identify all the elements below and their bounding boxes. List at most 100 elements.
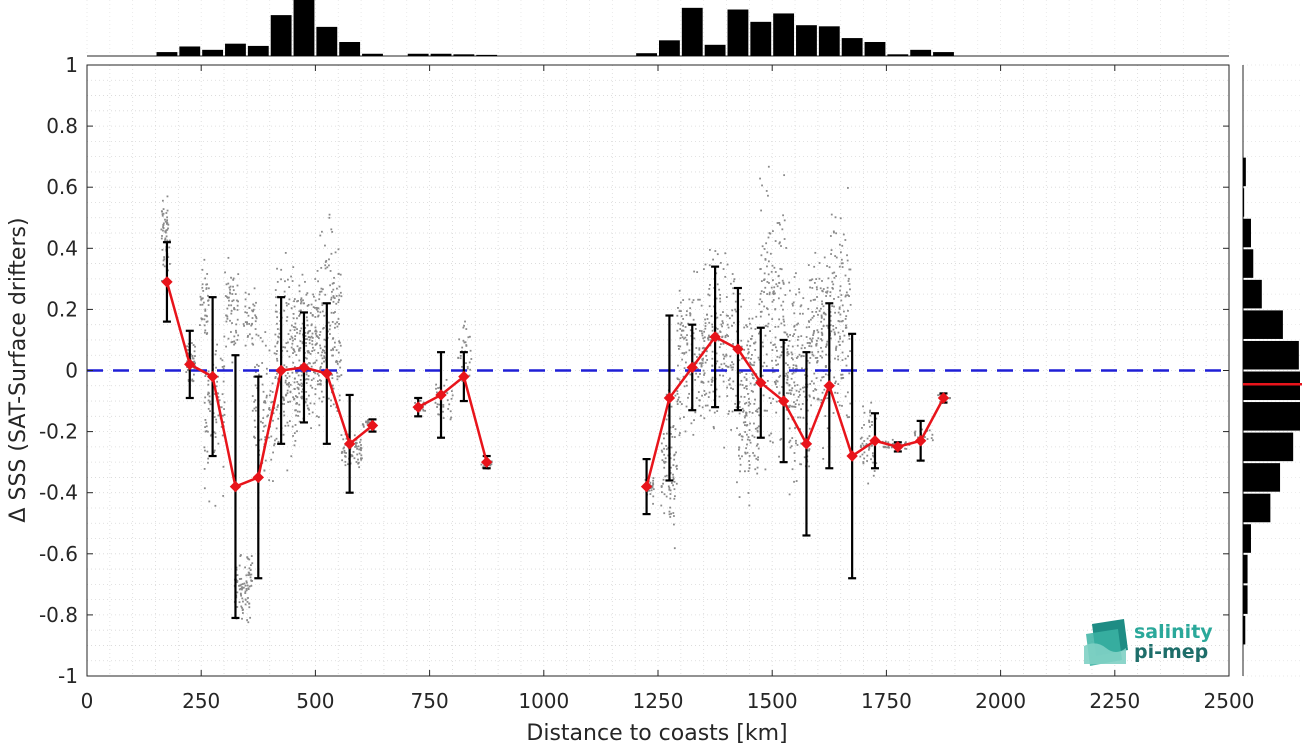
scatter-point — [688, 349, 691, 352]
scatter-point — [166, 228, 169, 231]
scatter-point — [804, 368, 807, 371]
scatter-point — [295, 371, 298, 374]
scatter-point — [701, 381, 704, 383]
scatter-point — [275, 427, 278, 430]
scatter-point — [716, 283, 719, 286]
mean-series-line — [417, 374, 488, 463]
scatter-point — [283, 364, 286, 367]
scatter-point — [747, 392, 749, 395]
scatter-point — [297, 414, 299, 417]
scatter-point — [787, 417, 790, 420]
scatter-point — [791, 304, 794, 307]
scatter-point — [192, 360, 195, 363]
scatter-point — [222, 380, 225, 383]
scatter-point — [673, 547, 676, 550]
scatter-point — [459, 357, 462, 360]
scatter-point — [711, 329, 714, 332]
scatter-point — [776, 355, 779, 358]
scatter-point — [244, 321, 247, 324]
scatter-point — [820, 320, 823, 323]
scatter-point — [255, 444, 258, 447]
scatter-point — [201, 303, 204, 306]
scatter-point — [815, 278, 818, 281]
scatter-point — [351, 454, 354, 457]
scatter-point — [763, 278, 766, 281]
scatter-point — [758, 358, 761, 361]
scatter-point — [166, 219, 169, 222]
scatter-point — [777, 363, 779, 366]
scatter-point — [669, 472, 672, 474]
scatter-point — [841, 340, 844, 343]
scatter-point — [703, 372, 706, 375]
mean-point — [435, 389, 447, 401]
scatter-point — [788, 427, 791, 430]
scatter-point — [812, 332, 815, 335]
mean-point — [252, 471, 265, 484]
scatter-point — [306, 319, 309, 322]
scatter-point — [800, 354, 803, 357]
scatter-point — [700, 414, 702, 417]
scatter-point — [816, 288, 818, 291]
scatter-point — [300, 370, 303, 373]
scatter-point — [842, 233, 845, 236]
scatter-point — [663, 466, 666, 469]
scatter-point — [812, 396, 815, 399]
scatter-point — [775, 379, 778, 382]
scatter-point — [930, 437, 933, 440]
scatter-point — [821, 280, 823, 282]
scatter-point — [246, 600, 249, 603]
scatter-point — [169, 263, 171, 265]
scatter-point — [838, 307, 841, 310]
scatter-point — [238, 584, 240, 587]
scatter-point — [764, 286, 767, 289]
scatter-point — [294, 326, 297, 329]
scatter-point — [239, 592, 242, 595]
scatter-point — [166, 221, 168, 224]
scatter-point — [300, 390, 303, 393]
scatter-point — [298, 332, 301, 335]
scatter-point — [791, 353, 794, 356]
scatter-point — [845, 294, 847, 297]
scatter-point — [274, 377, 277, 379]
top-histogram-bar — [887, 54, 909, 56]
scatter-point — [669, 506, 672, 509]
right-histogram-bar — [1243, 554, 1248, 584]
scatter-point — [755, 379, 758, 382]
scatter-point — [287, 333, 290, 335]
scatter-point — [209, 410, 211, 412]
scatter-point — [435, 387, 437, 390]
top-histogram-bar — [727, 9, 749, 56]
scatter-point — [252, 310, 254, 313]
scatter-point — [672, 425, 675, 427]
scatter-point — [221, 366, 224, 368]
binned-mean-series — [161, 241, 950, 620]
scatter-point — [214, 432, 217, 435]
scatter-point — [327, 330, 329, 333]
scatter-point — [738, 412, 741, 415]
scatter-point — [795, 439, 797, 442]
scatter-point — [788, 389, 791, 392]
scatter-point — [332, 312, 335, 314]
scatter-point — [465, 362, 467, 365]
scatter-point — [721, 320, 724, 323]
scatter-point — [207, 457, 210, 460]
scatter-point — [205, 421, 208, 424]
scatter-point — [770, 402, 772, 405]
scatter-point — [300, 300, 303, 303]
scatter-point — [331, 230, 334, 233]
scatter-point — [823, 311, 825, 314]
scatter-point — [803, 386, 806, 389]
scatter-point — [886, 446, 889, 449]
scatter-point — [275, 408, 278, 411]
scatter-point — [734, 300, 737, 303]
scatter-point — [203, 446, 206, 449]
scatter-point — [707, 396, 710, 398]
scatter-point — [868, 446, 871, 448]
top-histogram-bar — [704, 44, 726, 56]
scatter-point — [293, 444, 296, 447]
scatter-point — [719, 343, 722, 346]
scatter-point — [773, 381, 776, 383]
scatter-point — [331, 290, 333, 293]
right-histogram-bar — [1243, 310, 1283, 339]
y-tick-label: 0.4 — [46, 236, 78, 260]
